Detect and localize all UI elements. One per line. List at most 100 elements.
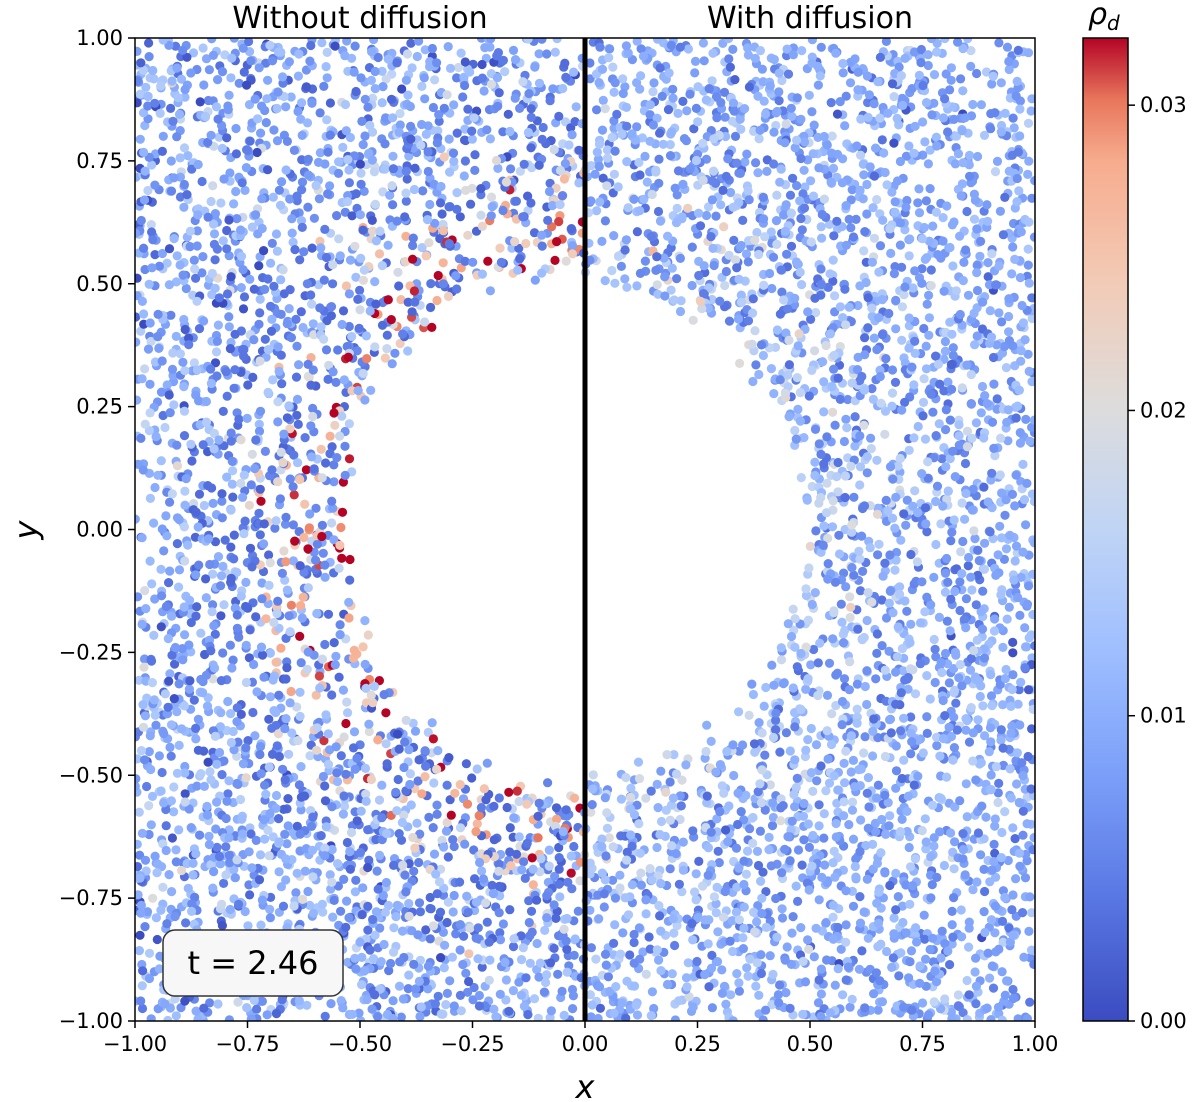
particle-point	[340, 207, 350, 217]
particle-point	[146, 220, 156, 230]
particle-point	[249, 335, 259, 345]
particle-point	[1023, 349, 1033, 359]
particle-point	[214, 435, 224, 445]
particle-point	[210, 731, 220, 741]
particle-point	[950, 802, 960, 812]
particle-point	[966, 61, 976, 71]
particle-point	[425, 934, 435, 944]
particle-point	[1001, 664, 1011, 675]
particle-point	[423, 166, 433, 177]
particle-point	[191, 1006, 201, 1016]
particle-point	[571, 102, 581, 112]
particle-point	[259, 672, 269, 682]
particle-point	[317, 38, 327, 48]
particle-point	[181, 474, 191, 484]
particle-point	[405, 101, 415, 112]
particle-point	[475, 857, 485, 868]
particle-point	[855, 892, 865, 902]
particle-point	[184, 804, 194, 814]
particle-point	[300, 866, 310, 876]
particle-point	[335, 431, 345, 441]
particle-point	[515, 166, 526, 176]
particle-point	[548, 84, 558, 94]
particle-point	[762, 166, 772, 176]
particle-point	[263, 75, 273, 85]
particle-point	[850, 412, 860, 422]
particle-point	[489, 835, 499, 845]
particle-point	[173, 93, 183, 103]
particle-point	[514, 243, 524, 253]
particle-point	[524, 896, 534, 906]
particle-point	[720, 112, 730, 122]
particle-point	[150, 250, 160, 260]
particle-point	[202, 810, 213, 820]
particle-point	[653, 206, 664, 217]
particle-point	[371, 907, 381, 917]
particle-point	[319, 81, 329, 91]
particle-point	[510, 55, 521, 65]
particle-point	[932, 47, 942, 57]
particle-point	[345, 132, 355, 143]
particle-point	[941, 462, 951, 472]
particle-point	[455, 780, 465, 790]
particle-point	[473, 923, 483, 933]
particle-point	[358, 883, 368, 893]
particle-point	[881, 613, 892, 623]
particle-point	[185, 226, 195, 236]
particle-point	[251, 612, 261, 622]
particle-point	[315, 148, 325, 158]
particle-point	[292, 702, 302, 712]
particle-point	[438, 226, 448, 236]
particle-point	[256, 642, 267, 652]
particle-point	[332, 453, 342, 463]
particle-point	[538, 122, 548, 133]
particle-point	[590, 169, 600, 179]
particle-point	[609, 169, 620, 179]
particle-point	[350, 764, 360, 774]
particle-point	[512, 786, 522, 796]
particle-point	[945, 626, 955, 636]
particle-point	[135, 890, 143, 900]
particle-point	[409, 286, 419, 296]
particle-point	[452, 188, 462, 198]
particle-point	[243, 380, 253, 390]
particle-point	[381, 739, 391, 749]
particle-point	[274, 185, 284, 195]
particle-point	[631, 1000, 641, 1010]
particle-point	[167, 833, 177, 843]
particle-point	[297, 185, 307, 195]
particle-point	[568, 1004, 578, 1014]
particle-point	[337, 411, 347, 421]
particle-point	[526, 906, 537, 916]
particle-point	[145, 408, 155, 418]
particle-point	[382, 344, 392, 354]
particle-point	[526, 198, 536, 208]
particle-point	[236, 251, 247, 261]
particle-point	[860, 227, 870, 237]
particle-point	[341, 922, 351, 932]
particle-point	[852, 365, 863, 375]
particle-point	[292, 341, 302, 351]
particle-point	[356, 806, 366, 816]
particle-point	[156, 387, 167, 397]
particle-point	[179, 179, 189, 190]
particle-point	[239, 470, 249, 480]
particle-point	[675, 791, 685, 801]
particle-point	[961, 594, 972, 604]
particle-point	[665, 864, 675, 874]
particle-point	[403, 90, 413, 100]
particle-point	[228, 466, 238, 476]
particle-point	[765, 780, 776, 790]
particle-point	[888, 513, 898, 523]
particle-point	[191, 849, 201, 859]
particle-point	[204, 839, 214, 850]
particle-point	[224, 312, 234, 322]
particle-point	[147, 791, 158, 802]
particle-point	[257, 101, 267, 111]
particle-point	[458, 92, 468, 102]
particle-point	[542, 49, 552, 59]
particle-point	[593, 154, 604, 164]
particle-point	[555, 892, 565, 902]
particle-point	[597, 125, 608, 135]
particle-point	[157, 767, 167, 778]
